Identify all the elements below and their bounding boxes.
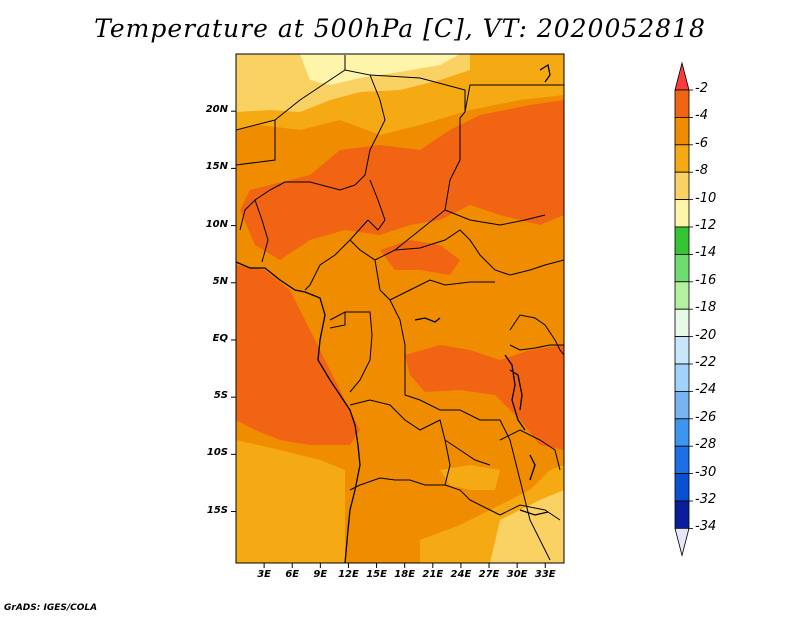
lat-tick-label: 10S [206, 447, 228, 459]
colorbar-swatch [674, 473, 690, 502]
colorbar-min-arrow [674, 528, 690, 557]
lon-tick-label: 15E [366, 569, 387, 580]
lon-tick-label: 27E [478, 569, 500, 580]
field-band-minus8-northeast [480, 54, 564, 85]
lat-tick-label: 15N [205, 161, 228, 173]
temperature-field [236, 54, 564, 563]
colorbar-label: -20 [695, 327, 717, 343]
field-band-minus4-east [405, 345, 564, 450]
lon-tick-label: 12E [338, 569, 359, 580]
colorbar-swatch [674, 308, 690, 338]
field-band-minus10-south [490, 490, 564, 563]
lon-tick-label: 33E [534, 569, 556, 580]
field-band-minus8-patch [440, 465, 500, 490]
lon-tick-label: 18E [394, 569, 416, 580]
lat-tick-label: 10N [205, 218, 228, 230]
colorbar-swatch [674, 253, 690, 283]
colorbar-label: -24 [695, 382, 717, 398]
colorbar-label: -6 [695, 135, 708, 151]
lat-tick-label: 15S [206, 504, 228, 516]
coastline [236, 63, 551, 563]
field-band-minus4-gulf [236, 265, 360, 445]
colorbar-swatch [674, 336, 690, 365]
colorbar-label: -28 [695, 437, 717, 453]
colorbar-label: -2 [695, 81, 708, 96]
colorbar-label: -32 [695, 492, 717, 507]
colorbar-label: -10 [695, 190, 717, 206]
field-band-minus4-central [380, 240, 460, 275]
colorbar-label: -26 [695, 409, 717, 425]
colorbar-label: -14 [695, 245, 717, 261]
colorbar-swatch [674, 89, 690, 118]
colorbar-swatch [674, 226, 690, 255]
lon-tick-label: 9E [313, 569, 328, 580]
colorbar-swatch [674, 281, 690, 310]
field-band-minus8-southwest-2 [236, 490, 345, 563]
lon-tick-label: 24E [450, 569, 472, 580]
lon-tick-label: 21E [422, 569, 444, 580]
credit-text: GrADS: IGES/COLA [4, 603, 98, 613]
chart-title: Temperature at 500hPa [C], VT: 202005281… [94, 14, 706, 43]
colorbar-swatch [674, 418, 690, 447]
colorbar-swatch [674, 445, 690, 475]
colorbar-label: -30 [695, 464, 717, 480]
colorbar-swatch [674, 500, 690, 529]
colorbar [674, 61, 693, 557]
colorbar-label: -22 [695, 355, 717, 370]
lon-tick-label: 3E [257, 569, 271, 580]
colorbar-label: -12 [695, 218, 717, 233]
colorbar-label: -16 [695, 272, 717, 288]
colorbar-swatch [674, 390, 690, 420]
colorbar-swatch [674, 144, 690, 173]
lat-tick-label: EQ [212, 332, 228, 344]
colorbar-swatch [674, 117, 690, 146]
lat-tick-label: 5S [213, 390, 228, 402]
colorbar-label: -8 [695, 163, 708, 179]
map-frame [235, 53, 565, 564]
colorbar-swatch [674, 171, 690, 200]
axis-ticks [231, 110, 546, 568]
colorbar-swatch [674, 363, 690, 392]
country-borders [236, 55, 564, 561]
lon-tick-label: 6E [285, 569, 300, 580]
colorbar-swatch [674, 199, 690, 228]
field-band-minus4-sahel [240, 100, 564, 260]
lat-tick-label: 5N [212, 275, 228, 287]
colorbar-label: -4 [695, 108, 708, 124]
lat-tick-label: 20N [205, 104, 228, 116]
field-band-minus12-north [300, 54, 460, 85]
colorbar-label: -34 [695, 519, 717, 535]
colorbar-label: -18 [695, 300, 717, 316]
colorbar-max-arrow [674, 61, 690, 91]
lon-tick-label: 30E [506, 569, 528, 580]
